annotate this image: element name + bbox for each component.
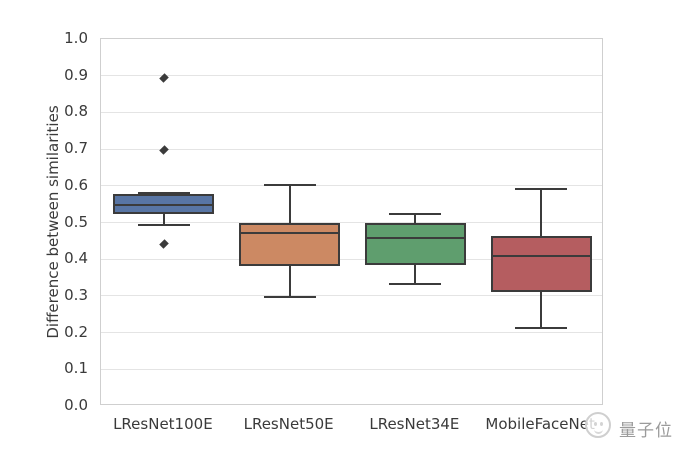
x-tick-label: LResNet34E xyxy=(369,415,460,433)
x-tick-label: LResNet100E xyxy=(113,415,213,433)
median-line xyxy=(366,237,464,240)
outlier-point xyxy=(159,239,169,250)
gridline xyxy=(101,222,602,223)
qbitai-ghost-icon xyxy=(585,412,611,438)
box-LResNet34E xyxy=(364,222,466,266)
y-tick-label: 0.9 xyxy=(64,65,88,84)
gridline xyxy=(101,75,602,77)
y-tick-label: 0.7 xyxy=(64,139,88,158)
plot-area xyxy=(100,38,603,405)
y-tick-label: 0.1 xyxy=(64,359,88,378)
ghost-eye-icon xyxy=(594,422,597,426)
y-tick-label: 1.0 xyxy=(64,29,88,47)
x-tick-label: LResNet50E xyxy=(243,415,334,433)
median-line xyxy=(492,254,590,257)
median-line xyxy=(241,232,339,235)
gridline xyxy=(101,148,602,150)
y-tick-label: 0.2 xyxy=(64,322,88,341)
gridline xyxy=(101,332,602,334)
whisker-cap-high xyxy=(137,192,190,195)
outlier-point xyxy=(159,145,169,155)
y-tick-label: 0.6 xyxy=(64,175,88,194)
whisker-cap-low xyxy=(389,283,442,286)
ghost-mouth-icon xyxy=(594,428,603,434)
watermark: 量子位 xyxy=(583,409,678,445)
x-tick-label: MobileFaceNet xyxy=(485,415,595,433)
box-LResNet100E xyxy=(113,194,215,214)
whisker-cap-high xyxy=(263,183,316,186)
y-tick-label: 0.4 xyxy=(64,249,88,268)
whisker-cap-low xyxy=(137,224,190,227)
gridline xyxy=(101,185,602,187)
gridline xyxy=(101,295,602,297)
gridline xyxy=(101,258,602,260)
y-tick-label: 0.0 xyxy=(64,396,88,414)
whisker-cap-low xyxy=(515,326,568,329)
gridline xyxy=(101,368,602,370)
gridline xyxy=(101,111,602,113)
whisker-cap-low xyxy=(263,295,316,298)
whisker-cap-high xyxy=(389,213,442,216)
watermark-text: 量子位 xyxy=(619,421,673,441)
y-tick-label: 0.8 xyxy=(64,102,88,121)
whisker-cap-high xyxy=(515,188,568,191)
median-line xyxy=(115,204,213,207)
y-tick-label: 0.5 xyxy=(64,212,88,231)
box-LResNet50E xyxy=(239,222,341,266)
ghost-eye-icon xyxy=(600,422,603,426)
box-MobileFaceNet xyxy=(490,236,592,292)
y-tick-label: 0.3 xyxy=(64,285,88,304)
